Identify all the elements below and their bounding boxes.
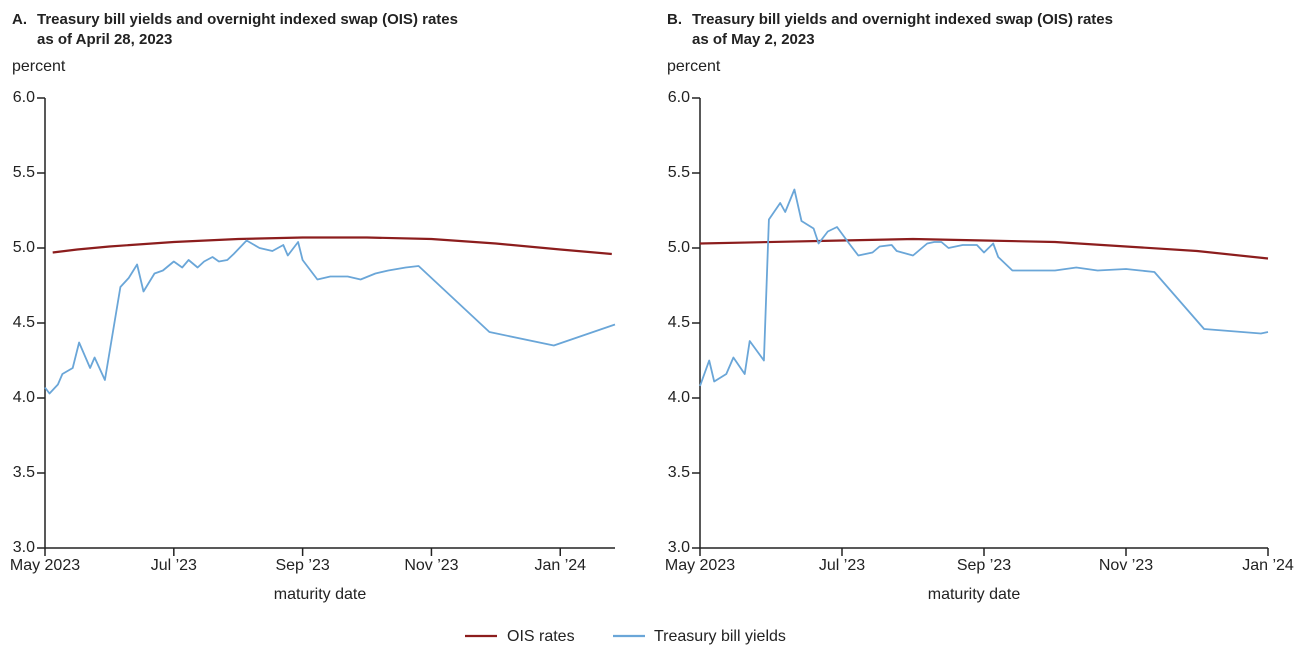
y-axis-label: percent <box>12 58 66 75</box>
x-axis-label: maturity date <box>928 586 1021 603</box>
legend-label: Treasury bill yields <box>654 628 786 645</box>
x-tick-label: Nov ’23 <box>404 557 458 574</box>
y-tick-label: 5.5 <box>13 164 35 181</box>
x-tick-label: Nov ’23 <box>1099 557 1153 574</box>
panel-label: A. <box>12 11 27 28</box>
y-tick-label: 3.0 <box>13 539 35 556</box>
chart-title: Treasury bill yields and overnight index… <box>37 11 458 28</box>
x-axis-label: maturity date <box>274 586 367 603</box>
chart-title: as of April 28, 2023 <box>37 31 172 48</box>
x-tick-label: Jan ’24 <box>534 557 586 574</box>
y-tick-label: 4.5 <box>668 314 690 331</box>
y-tick-label: 6.0 <box>13 89 35 106</box>
x-tick-label: Jul ’23 <box>151 557 197 574</box>
x-tick-label: May 2023 <box>10 557 80 574</box>
series-line <box>699 237 1269 260</box>
series-line <box>699 188 1269 387</box>
y-tick-label: 3.5 <box>13 464 35 481</box>
chart-title: Treasury bill yields and overnight index… <box>692 11 1113 28</box>
y-tick-label: 4.5 <box>13 314 35 331</box>
x-tick-label: Sep ’23 <box>275 557 329 574</box>
series-line <box>52 236 612 256</box>
y-axis-label: percent <box>667 58 721 75</box>
x-tick-label: Jul ’23 <box>819 557 865 574</box>
y-tick-label: 6.0 <box>668 89 690 106</box>
x-tick-label: Sep ’23 <box>957 557 1011 574</box>
y-tick-label: 5.0 <box>13 239 35 256</box>
y-tick-label: 3.0 <box>668 539 690 556</box>
chart-title: as of May 2, 2023 <box>692 31 815 48</box>
series-line <box>44 239 616 395</box>
y-tick-label: 4.0 <box>668 389 690 406</box>
y-tick-label: 5.5 <box>668 164 690 181</box>
legend-label: OIS rates <box>507 628 575 645</box>
y-tick-label: 5.0 <box>668 239 690 256</box>
x-tick-label: May 2023 <box>665 557 735 574</box>
x-tick-label: Jan ’24 <box>1242 557 1294 574</box>
y-tick-label: 3.5 <box>668 464 690 481</box>
panel-label: B. <box>667 11 682 28</box>
y-tick-label: 4.0 <box>13 389 35 406</box>
